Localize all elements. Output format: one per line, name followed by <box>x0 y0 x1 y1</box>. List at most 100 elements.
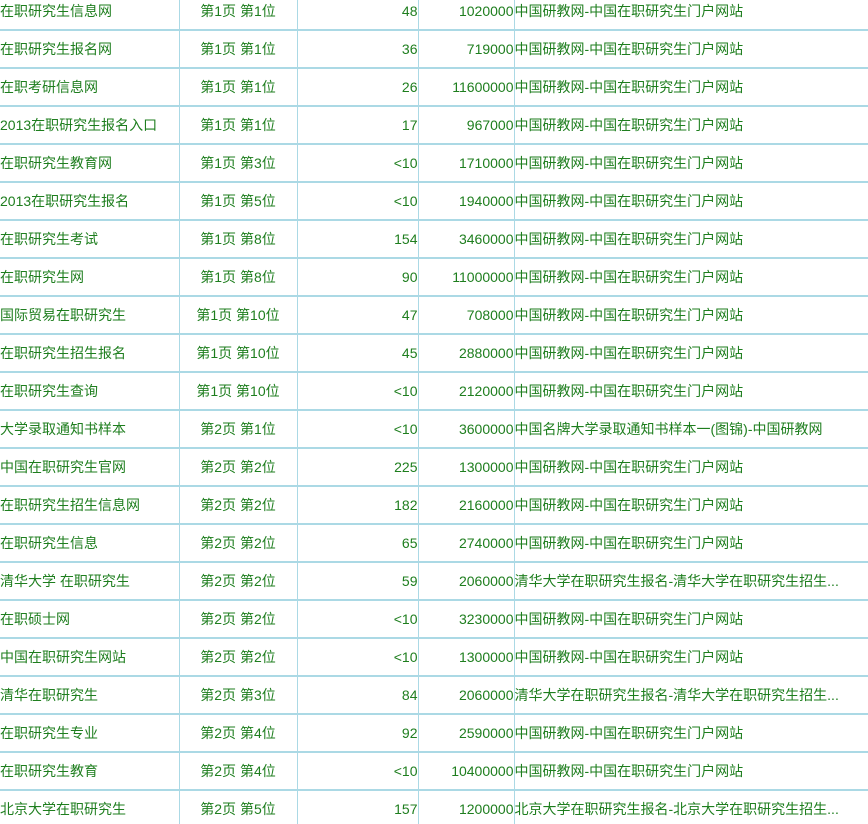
keyword-link[interactable]: 中国在职研究生网站 <box>0 638 179 677</box>
keyword-link[interactable]: 在职研究生教育网 <box>0 144 179 183</box>
keyword-link[interactable]: 国际贸易在职研究生 <box>0 296 179 335</box>
results-count-value: 2120000 <box>417 372 514 411</box>
rank-position-link[interactable]: 第2页 第2位 <box>178 562 297 601</box>
rank-position-link[interactable]: 第1页 第1位 <box>178 106 297 145</box>
rank-position-link[interactable]: 第2页 第2位 <box>178 524 297 563</box>
page-title-text: 中国研教网-中国在职研究生门户网站 <box>513 144 868 183</box>
table-row: 在职研究生教育网 第1页 第3位 <10 1710000 中国研教网-中国在职研… <box>0 144 868 183</box>
page-title-text: 中国研教网-中国在职研究生门户网站 <box>513 296 868 335</box>
results-count-value: 1300000 <box>417 638 514 677</box>
keyword-link[interactable]: 在职研究生招生信息网 <box>0 486 179 525</box>
table-row: 在职研究生考试 第1页 第8位 154 3460000 中国研教网-中国在职研究… <box>0 220 868 259</box>
rank-position-link[interactable]: 第2页 第5位 <box>178 790 297 824</box>
keyword-link[interactable]: 在职研究生报名网 <box>0 30 179 69</box>
keyword-link[interactable]: 在职研究生信息网 <box>0 0 179 31</box>
page-title-text: 中国研教网-中国在职研究生门户网站 <box>513 372 868 411</box>
table-row: 2013在职研究生报名 第1页 第5位 <10 1940000 中国研教网-中国… <box>0 182 868 221</box>
index-value: <10 <box>296 182 418 221</box>
rank-position-link[interactable]: 第1页 第8位 <box>178 258 297 297</box>
results-count-value: 2060000 <box>417 562 514 601</box>
rank-position-link[interactable]: 第1页 第10位 <box>178 296 297 335</box>
results-count-value: 2880000 <box>417 334 514 373</box>
rank-position-link[interactable]: 第2页 第2位 <box>178 638 297 677</box>
results-count-value: 10400000 <box>417 752 514 791</box>
page-title-text: 中国研教网-中国在职研究生门户网站 <box>513 486 868 525</box>
rank-position-link[interactable]: 第2页 第2位 <box>178 448 297 487</box>
rank-position-link[interactable]: 第1页 第3位 <box>178 144 297 183</box>
index-value: 84 <box>296 676 418 715</box>
page-title-text: 清华大学在职研究生报名-清华大学在职研究生招生... <box>513 562 868 601</box>
rank-position-link[interactable]: 第1页 第1位 <box>178 68 297 107</box>
keyword-link[interactable]: 在职研究生招生报名 <box>0 334 179 373</box>
results-count-value: 719000 <box>417 30 514 69</box>
keyword-link[interactable]: 北京大学在职研究生 <box>0 790 179 824</box>
rank-position-link[interactable]: 第2页 第4位 <box>178 752 297 791</box>
results-count-value: 1200000 <box>417 790 514 824</box>
keyword-link[interactable]: 大学录取通知书样本 <box>0 410 179 449</box>
rank-position-link[interactable]: 第2页 第3位 <box>178 676 297 715</box>
table-row: 在职考研信息网 第1页 第1位 26 11600000 中国研教网-中国在职研究… <box>0 68 868 107</box>
results-count-value: 2740000 <box>417 524 514 563</box>
index-value: <10 <box>296 638 418 677</box>
page-title-text: 中国研教网-中国在职研究生门户网站 <box>513 258 868 297</box>
rank-position-link[interactable]: 第1页 第10位 <box>178 372 297 411</box>
results-count-value: 967000 <box>417 106 514 145</box>
results-count-value: 1940000 <box>417 182 514 221</box>
index-value: <10 <box>296 144 418 183</box>
rank-position-link[interactable]: 第1页 第10位 <box>178 334 297 373</box>
keyword-link[interactable]: 2013在职研究生报名入口 <box>0 106 179 145</box>
table-row: 中国在职研究生网站 第2页 第2位 <10 1300000 中国研教网-中国在职… <box>0 638 868 677</box>
page-title-text: 中国研教网-中国在职研究生门户网站 <box>513 68 868 107</box>
table-row: 2013在职研究生报名入口 第1页 第1位 17 967000 中国研教网-中国… <box>0 106 868 145</box>
results-count-value: 1710000 <box>417 144 514 183</box>
table-row: 在职研究生报名网 第1页 第1位 36 719000 中国研教网-中国在职研究生… <box>0 30 868 69</box>
index-value: <10 <box>296 410 418 449</box>
table-row: 中国在职研究生官网 第2页 第2位 225 1300000 中国研教网-中国在职… <box>0 448 868 487</box>
table-row: 在职研究生教育 第2页 第4位 <10 10400000 中国研教网-中国在职研… <box>0 752 868 791</box>
results-count-value: 2590000 <box>417 714 514 753</box>
rank-position-link[interactable]: 第1页 第5位 <box>178 182 297 221</box>
keyword-link[interactable]: 清华在职研究生 <box>0 676 179 715</box>
index-value: 59 <box>296 562 418 601</box>
page-title-text: 中国研教网-中国在职研究生门户网站 <box>513 600 868 639</box>
table-row: 在职硕士网 第2页 第2位 <10 3230000 中国研教网-中国在职研究生门… <box>0 600 868 639</box>
results-count-value: 2060000 <box>417 676 514 715</box>
keyword-link[interactable]: 在职硕士网 <box>0 600 179 639</box>
index-value: 48 <box>296 0 418 31</box>
results-count-value: 3460000 <box>417 220 514 259</box>
index-value: 17 <box>296 106 418 145</box>
page-title-text: 中国研教网-中国在职研究生门户网站 <box>513 638 868 677</box>
keyword-link[interactable]: 在职研究生专业 <box>0 714 179 753</box>
rank-position-link[interactable]: 第1页 第1位 <box>178 0 297 31</box>
keyword-link[interactable]: 在职研究生查询 <box>0 372 179 411</box>
page-title-text: 中国研教网-中国在职研究生门户网站 <box>513 0 868 31</box>
keyword-link[interactable]: 清华大学 在职研究生 <box>0 562 179 601</box>
table-row: 在职研究生专业 第2页 第4位 92 2590000 中国研教网-中国在职研究生… <box>0 714 868 753</box>
page-title-text: 中国研教网-中国在职研究生门户网站 <box>513 182 868 221</box>
table-row: 在职研究生网 第1页 第8位 90 11000000 中国研教网-中国在职研究生… <box>0 258 868 297</box>
rank-position-link[interactable]: 第2页 第2位 <box>178 600 297 639</box>
results-count-value: 1300000 <box>417 448 514 487</box>
rank-position-link[interactable]: 第2页 第1位 <box>178 410 297 449</box>
rank-position-link[interactable]: 第1页 第1位 <box>178 30 297 69</box>
keyword-link[interactable]: 在职研究生网 <box>0 258 179 297</box>
table-row: 在职研究生信息网 第1页 第1位 48 1020000 中国研教网-中国在职研究… <box>0 0 868 31</box>
index-value: 92 <box>296 714 418 753</box>
rank-position-link[interactable]: 第1页 第8位 <box>178 220 297 259</box>
keyword-link[interactable]: 在职研究生教育 <box>0 752 179 791</box>
keyword-link[interactable]: 在职研究生考试 <box>0 220 179 259</box>
page-title-text: 中国研教网-中国在职研究生门户网站 <box>513 220 868 259</box>
rank-position-link[interactable]: 第2页 第2位 <box>178 486 297 525</box>
keyword-link[interactable]: 中国在职研究生官网 <box>0 448 179 487</box>
page-title-text: 中国研教网-中国在职研究生门户网站 <box>513 714 868 753</box>
page-title-text: 清华大学在职研究生报名-清华大学在职研究生招生... <box>513 676 868 715</box>
keyword-link[interactable]: 2013在职研究生报名 <box>0 182 179 221</box>
keyword-link[interactable]: 在职考研信息网 <box>0 68 179 107</box>
keyword-link[interactable]: 在职研究生信息 <box>0 524 179 563</box>
page-title-text: 中国研教网-中国在职研究生门户网站 <box>513 448 868 487</box>
page-title-text: 中国研教网-中国在职研究生门户网站 <box>513 106 868 145</box>
table-row: 清华在职研究生 第2页 第3位 84 2060000 清华大学在职研究生报名-清… <box>0 676 868 715</box>
results-count-value: 11000000 <box>417 258 514 297</box>
rank-position-link[interactable]: 第2页 第4位 <box>178 714 297 753</box>
